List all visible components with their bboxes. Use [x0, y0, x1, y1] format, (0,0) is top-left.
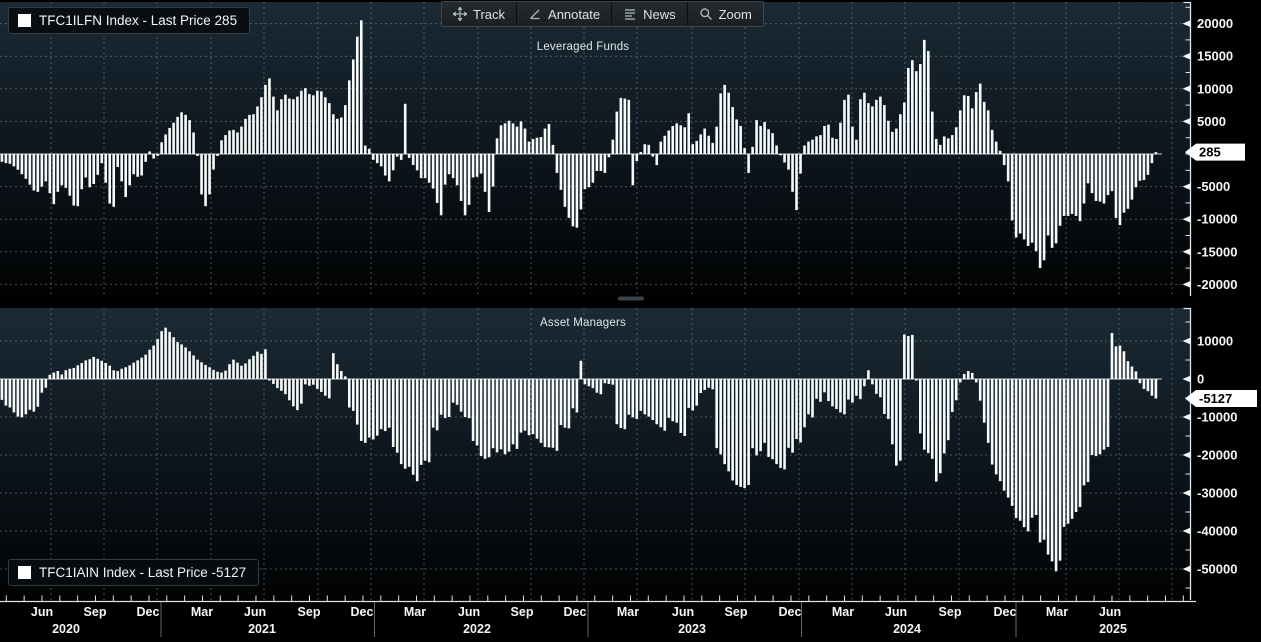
x-axis-year-label: 2024	[893, 622, 921, 636]
chart-panel-asset-managers[interactable]: 10000 0 -10000 -20000 -30000 -40000 -50000 -512…	[0, 307, 1257, 600]
zoom-button-label: Zoom	[718, 6, 752, 22]
panel-title-asset-managers: Asset Managers	[540, 317, 626, 329]
x-axis-month-label: Jun	[244, 605, 266, 619]
x-axis-year-label: 2022	[463, 622, 491, 636]
x-axis-year-label: 2025	[1099, 622, 1127, 636]
y-tick-label: -10000	[1197, 410, 1237, 425]
x-axis-month-label: Jun	[672, 605, 694, 619]
y-tick-arrow-icon	[1182, 337, 1191, 345]
y-tick-arrow-icon	[1182, 85, 1191, 93]
x-axis-month-label: Sep	[84, 605, 107, 619]
series-legend-leveraged-funds[interactable]: TFC1ILFN Index - Last Price 285	[8, 7, 251, 34]
last-price-flag: -5127	[1185, 389, 1257, 407]
annotate-icon	[530, 9, 540, 20]
y-tick-label: -15000	[1197, 244, 1237, 259]
x-axis-month-label: Mar	[1046, 605, 1068, 619]
news-button-label: News	[643, 6, 676, 22]
y-tick-label: -20000	[1197, 277, 1237, 292]
y-tick-label: 5000	[1197, 114, 1226, 129]
x-axis-month-label: Dec	[779, 605, 802, 619]
news-icon	[625, 9, 636, 20]
track-button-label: Track	[473, 6, 506, 22]
x-axis-month-label: Jun	[1099, 605, 1121, 619]
y-tick-arrow-icon	[1182, 183, 1191, 190]
y-tick-label: 0	[1197, 372, 1204, 387]
track-button[interactable]: Track	[442, 2, 518, 26]
y-tick-label: -30000	[1197, 486, 1237, 501]
y-tick-arrow-icon	[1182, 489, 1191, 497]
x-axis-month-label: Jun	[885, 605, 907, 619]
x-axis-month-label: Mar	[404, 605, 426, 619]
series-legend-label: TFC1IAIN Index - Last Price -5127	[39, 565, 247, 580]
y-tick-arrow-icon	[1182, 565, 1191, 573]
x-axis-month-label: Mar	[617, 605, 639, 619]
series-swatch-icon	[18, 566, 31, 579]
y-tick-label: -20000	[1197, 448, 1237, 463]
y-tick-arrow-icon	[1182, 527, 1191, 535]
y-tick-label: -5000	[1197, 179, 1230, 194]
y-tick-label: 10000	[1197, 334, 1233, 349]
x-axis-year-label: 2021	[248, 622, 276, 636]
y-tick-arrow-icon	[1182, 413, 1191, 421]
y-tick-label: -40000	[1197, 524, 1237, 539]
chart-panel-leveraged-funds[interactable]: 20000 15000 10000 5000 -5000 -10000 -15000 -200…	[0, 1, 1245, 296]
x-axis-month-label: Dec	[564, 605, 587, 619]
zoom-icon	[699, 8, 712, 20]
grid-lines	[0, 308, 1191, 600]
x-axis-month-label: Jun	[31, 605, 53, 619]
y-tick-label: 10000	[1197, 81, 1233, 96]
series-legend-asset-managers[interactable]: TFC1IAIN Index - Last Price -5127	[8, 559, 260, 586]
news-button[interactable]: News	[612, 2, 688, 26]
y-tick-arrow-icon	[1182, 281, 1191, 288]
bar-series-tfc1ilfn-index	[0, 20, 1158, 269]
x-axis-year-label: 2023	[678, 622, 706, 636]
x-axis-month-label: Mar	[191, 605, 213, 619]
x-axis-year-label: 2020	[52, 622, 80, 636]
x-axis-month-label: Sep	[511, 605, 534, 619]
x-axis-month-label: Dec	[351, 605, 374, 619]
x-axis-month-label: Dec	[994, 605, 1017, 619]
x-axis-month-label: Sep	[298, 605, 321, 619]
x-axis-month-label: Mar	[832, 605, 854, 619]
y-tick-label: 20000	[1197, 16, 1233, 31]
bar-series-tfc1iain-index	[0, 327, 1158, 572]
last-price-flag-label: -5127	[1199, 391, 1232, 406]
y-tick-label: 15000	[1197, 49, 1233, 64]
annotate-button-label: Annotate	[548, 6, 601, 22]
last-price-flag-label: 285	[1199, 145, 1221, 160]
chart-toolbar: Track Annotate News	[441, 1, 764, 27]
panel-title-leveraged-funds: Leveraged Funds	[536, 41, 630, 53]
series-legend-label: TFC1ILFN Index - Last Price 285	[39, 13, 238, 28]
panel-splitter-handle[interactable]	[618, 296, 644, 301]
annotate-button[interactable]: Annotate	[517, 2, 613, 26]
x-axis-month-label: Dec	[137, 605, 160, 619]
x-axis-time[interactable]: Jun Sep Dec Mar Jun Sep Dec Mar Jun Sep Dec Mar Jun S…	[0, 595, 1196, 638]
x-axis-month-label: Jun	[458, 605, 480, 619]
y-tick-arrow-icon	[1182, 451, 1191, 459]
track-icon	[453, 7, 467, 21]
series-swatch-icon	[18, 14, 31, 27]
last-price-flag: 285	[1185, 143, 1245, 161]
y-tick-arrow-icon	[1182, 215, 1191, 223]
y-tick-arrow-icon	[1182, 248, 1191, 256]
y-tick-arrow-icon	[1182, 375, 1191, 383]
y-tick-label: -50000	[1197, 562, 1237, 577]
y-tick-label: -10000	[1197, 212, 1237, 227]
y-tick-arrow-icon	[1182, 52, 1191, 60]
y-tick-arrow-icon	[1182, 118, 1191, 125]
zoom-button[interactable]: Zoom	[687, 2, 763, 26]
y-tick-arrow-icon	[1182, 20, 1191, 27]
x-axis-month-label: Sep	[939, 605, 962, 619]
x-axis-month-label: Sep	[725, 605, 748, 619]
y-axis-bottom-panel[interactable]: 10000 0 -10000 -20000 -30000 -40000 -50000	[1182, 307, 1238, 600]
y-axis-top-panel[interactable]: 20000 15000 10000 5000 -5000 -10000 -15000 -200…	[1182, 1, 1238, 296]
